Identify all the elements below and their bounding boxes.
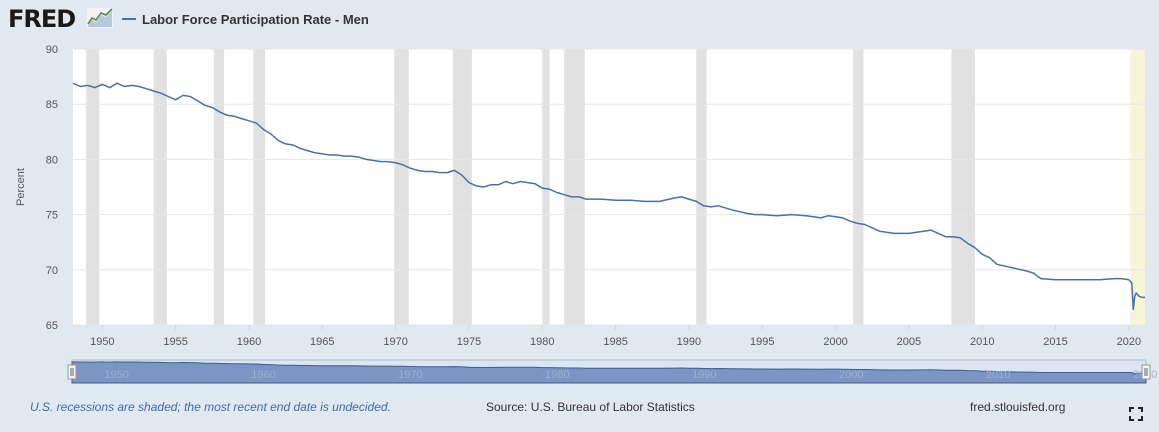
chart-legend[interactable]: Labor Force Participation Rate - Men bbox=[122, 10, 369, 28]
current-recession-band bbox=[1130, 49, 1145, 325]
y-tick-label: 70 bbox=[46, 265, 58, 277]
navigator-tick-label: 1980 bbox=[545, 369, 569, 381]
x-tick-label: 1950 bbox=[90, 336, 114, 348]
navigator-tick-label: 1950 bbox=[104, 369, 128, 381]
y-tick-label: 80 bbox=[46, 154, 58, 166]
recession-band bbox=[951, 49, 975, 325]
x-tick-label: 1980 bbox=[530, 336, 554, 348]
series-line[interactable] bbox=[72, 82, 1145, 311]
x-tick-label: 2020 bbox=[1117, 336, 1141, 348]
x-tick-label: 1990 bbox=[677, 336, 701, 348]
source-text: Source: U.S. Bureau of Labor Statistics bbox=[486, 400, 695, 414]
navigator-tick-label: 1990 bbox=[692, 369, 716, 381]
chart-line-icon bbox=[87, 8, 113, 28]
navigator-handle[interactable] bbox=[67, 364, 77, 380]
x-tick-label: 2015 bbox=[1043, 336, 1067, 348]
plot-area bbox=[73, 49, 1145, 325]
recession-band bbox=[564, 49, 585, 325]
navigator-area bbox=[71, 361, 1147, 384]
y-tick-label: 85 bbox=[46, 99, 58, 111]
navigator-handle[interactable] bbox=[1141, 364, 1151, 380]
x-tick-label: 1960 bbox=[237, 336, 261, 348]
recession-note: U.S. recessions are shaded; the most rec… bbox=[30, 400, 391, 414]
recession-band bbox=[696, 49, 707, 325]
x-tick-label: 1995 bbox=[750, 336, 774, 348]
x-tick-label: 1975 bbox=[457, 336, 481, 348]
fred-logo[interactable]: FRED bbox=[8, 5, 76, 33]
navigator-tick-label: 2010 bbox=[986, 369, 1010, 381]
chart-header: FRED Labor Force Participation Rate - Me… bbox=[0, 0, 1159, 40]
legend-swatch bbox=[122, 18, 136, 20]
source-url[interactable]: fred.stlouisfed.org bbox=[970, 400, 1066, 414]
navigator-tick-label: 2000 bbox=[839, 369, 863, 381]
recession-band bbox=[853, 49, 864, 325]
recession-band bbox=[153, 49, 167, 325]
x-tick-label: 1970 bbox=[383, 336, 407, 348]
chart-svg: 65 70 75 80 85 90 1950 1955 1960 1965 1970 1975 198… bbox=[15, 44, 1157, 384]
legend-label: Labor Force Participation Rate - Men bbox=[142, 11, 369, 27]
y-tick-label: 90 bbox=[46, 44, 58, 56]
recession-bands bbox=[86, 49, 1145, 325]
recession-band bbox=[394, 49, 409, 325]
x-tick-label: 1965 bbox=[310, 336, 334, 348]
y-tick-label: 65 bbox=[46, 320, 58, 332]
x-tick-label: 2000 bbox=[823, 336, 847, 348]
y-axis-title: Percent bbox=[15, 168, 27, 206]
navigator-tick-label: 1970 bbox=[398, 369, 422, 381]
range-navigator[interactable]: 19501960197019801990200020102020 bbox=[67, 359, 1157, 384]
fullscreen-icon[interactable] bbox=[1129, 407, 1143, 421]
x-axis: 1950 1955 1960 1965 1970 1975 1980 1985 1990 1995… bbox=[90, 325, 1141, 348]
x-tick-label: 1985 bbox=[603, 336, 627, 348]
gridlines bbox=[73, 48, 1145, 326]
recession-band bbox=[253, 49, 266, 325]
navigator-tick-label: 1960 bbox=[251, 369, 275, 381]
y-axis: 65 70 75 80 85 90 bbox=[46, 44, 58, 332]
x-tick-label: 2005 bbox=[897, 336, 921, 348]
recession-band bbox=[213, 49, 225, 325]
recession-band bbox=[542, 49, 550, 325]
y-tick-label: 75 bbox=[46, 210, 58, 222]
recession-band bbox=[86, 49, 100, 325]
x-tick-label: 1955 bbox=[163, 336, 187, 348]
x-tick-label: 2010 bbox=[970, 336, 994, 348]
recession-band bbox=[452, 49, 472, 325]
